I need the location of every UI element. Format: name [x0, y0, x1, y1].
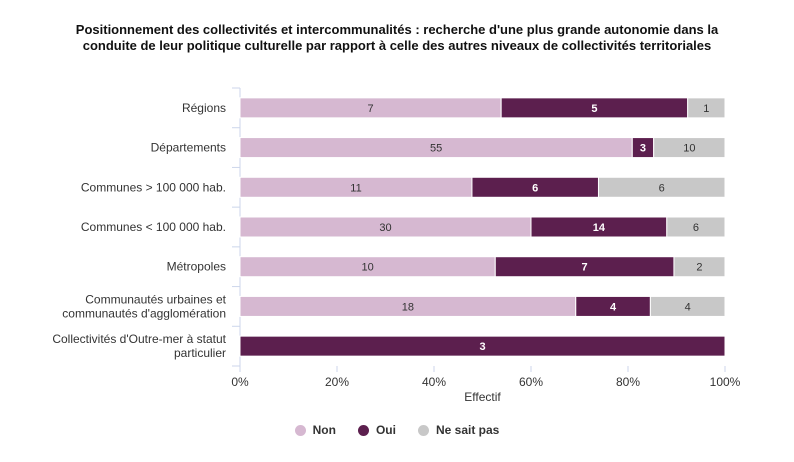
legend-label-non: Non [312, 423, 336, 437]
x-tick-label: 80% [616, 375, 640, 389]
data-label-oui: 4 [610, 301, 617, 313]
data-label-non: 11 [350, 182, 361, 194]
x-tick-label: 0% [231, 375, 249, 389]
category-label: Communes > 100 000 hab. [81, 180, 226, 194]
data-label-ne-sait-pas: 4 [685, 301, 691, 313]
bar-ne-sait-pas [673, 256, 726, 278]
category-label: Collectivités d'Outre-mer à statut partic… [52, 332, 226, 360]
data-label-non: 10 [362, 262, 374, 274]
bar-ne-sait-pas [687, 97, 726, 119]
chart-title-line-2: conduite de leur politique culturelle pa… [82, 38, 712, 53]
x-axis-title: Effectif [464, 390, 501, 404]
legend-swatch-non [294, 424, 306, 436]
category-label: Régions [182, 101, 226, 115]
legend-swatch-ne-sait-pas [417, 424, 429, 436]
x-tick-label: 20% [325, 375, 349, 389]
bar-ne-sait-pas [649, 295, 726, 317]
data-label-non: 55 [430, 143, 442, 155]
data-label-ne-sait-pas: 1 [703, 103, 709, 115]
data-label-oui: 14 [593, 222, 606, 234]
chart-title: Positionnement des collectivités et inte… [0, 22, 794, 54]
legend: Non Oui Ne sait pas [0, 423, 794, 437]
legend-swatch-oui [357, 424, 369, 436]
bar-oui [239, 335, 726, 357]
legend-label-oui: Oui [375, 423, 396, 437]
data-label-oui: 5 [591, 103, 597, 115]
data-label-oui: 3 [640, 143, 646, 155]
data-label-oui: 7 [582, 262, 588, 274]
bar-ne-sait-pas [597, 176, 726, 198]
data-label-ne-sait-pas: 6 [693, 222, 699, 234]
data-label-ne-sait-pas: 2 [696, 262, 702, 274]
bar-ne-sait-pas [666, 216, 726, 238]
x-tick-label: 40% [422, 375, 446, 389]
data-label-ne-sait-pas: 6 [659, 182, 665, 194]
data-label-oui: 3 [479, 341, 485, 353]
data-label-non: 7 [368, 103, 374, 115]
data-label-non: 30 [379, 222, 391, 234]
bar-ne-sait-pas [653, 137, 726, 159]
legend-item-non[interactable]: Non [294, 423, 336, 437]
category-label: Départements [151, 141, 226, 155]
x-tick-label: 60% [519, 375, 543, 389]
x-tick-label: 100% [710, 375, 741, 389]
data-label-ne-sait-pas: 10 [683, 143, 695, 155]
category-label: Métropoles [167, 260, 226, 274]
data-label-oui: 6 [532, 182, 538, 194]
legend-item-ne-sait-pas[interactable]: Ne sait pas [417, 423, 500, 437]
category-label: Communes < 100 000 hab. [81, 220, 226, 234]
legend-label-ne-sait-pas: Ne sait pas [435, 423, 500, 437]
category-label: Communautés urbaines et communautés d'agg… [62, 292, 226, 320]
legend-item-oui[interactable]: Oui [357, 423, 396, 437]
data-label-non: 18 [402, 301, 414, 313]
chart-title-line-1: Positionnement des collectivités et inte… [75, 22, 719, 37]
